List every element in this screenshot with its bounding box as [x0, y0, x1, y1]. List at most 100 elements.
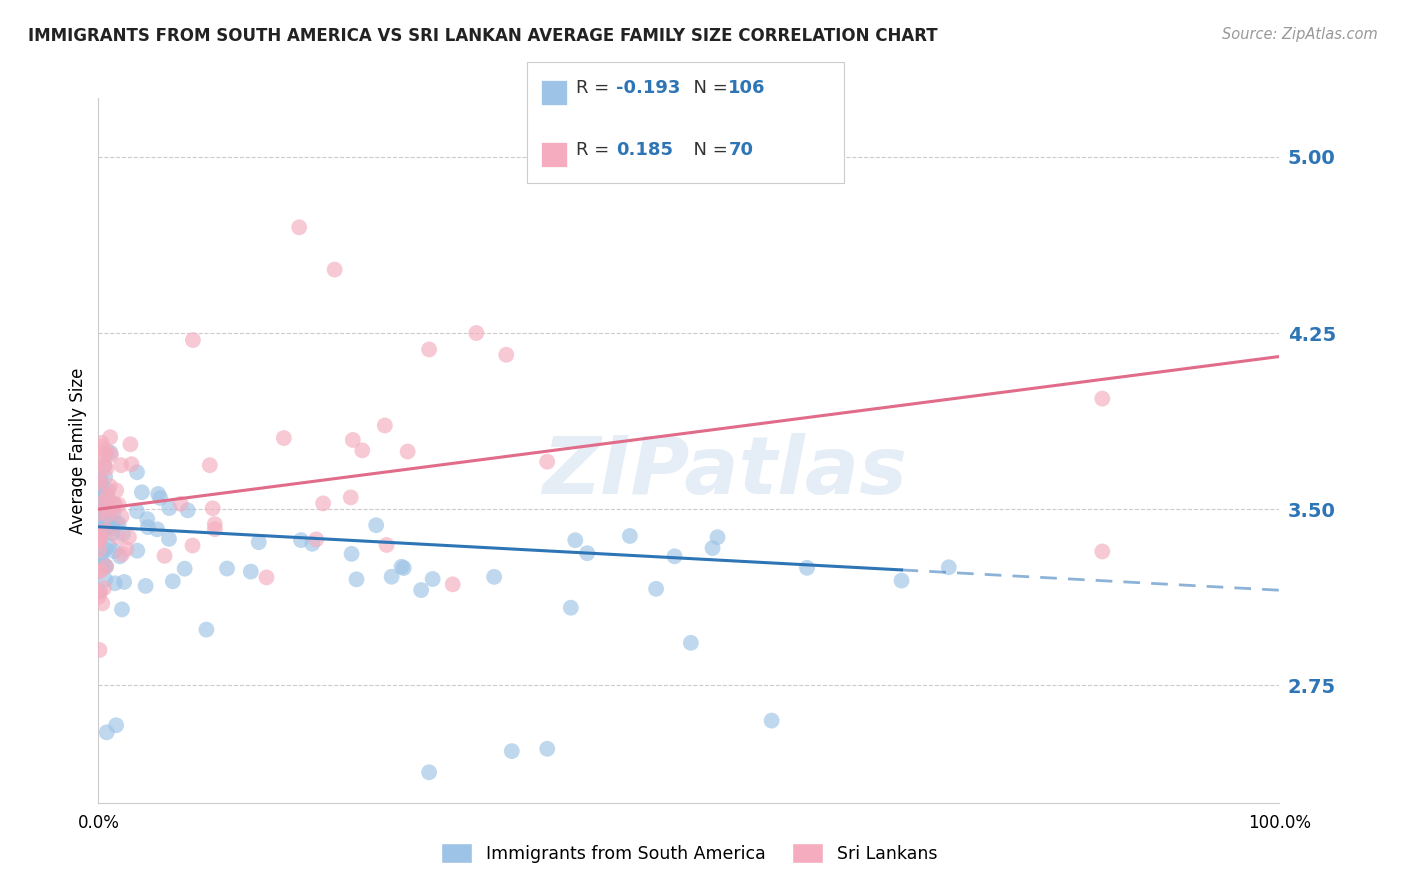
Point [157, 501, 180, 516]
Point [890, 574, 912, 588]
Point [391, 559, 413, 574]
Point [96, 488, 118, 502]
Point [346, 572, 368, 586]
Point [89, 542, 111, 557]
Point [149, 491, 172, 505]
Point [761, 714, 783, 728]
Point [93, 581, 115, 595]
Point [111, 547, 134, 561]
Point [146, 522, 169, 536]
Point [96, 501, 118, 516]
Point [352, 443, 374, 458]
Point [664, 549, 686, 564]
Point [1091, 544, 1114, 558]
Point [98, 430, 121, 444]
Point [89, 533, 111, 548]
Y-axis label: Average Family Size: Average Family Size [69, 368, 87, 533]
Point [112, 526, 135, 541]
Point [105, 718, 128, 732]
Point [87, 518, 110, 533]
Point [107, 498, 129, 512]
Point [96, 492, 118, 507]
Point [87, 512, 110, 526]
Text: 106: 106 [728, 79, 766, 97]
Point [87, 477, 110, 491]
Point [392, 561, 415, 575]
Point [127, 543, 149, 558]
Point [706, 530, 728, 544]
Point [381, 570, 404, 584]
Point [90, 546, 112, 560]
Point [87, 590, 110, 604]
Point [441, 577, 464, 591]
Point [94, 498, 117, 512]
Point [107, 516, 129, 531]
Point [104, 576, 127, 591]
Point [411, 583, 433, 598]
Point [796, 561, 818, 575]
Point [136, 512, 159, 526]
Point [89, 585, 111, 599]
Point [87, 475, 110, 490]
Text: -0.193: -0.193 [616, 79, 681, 97]
Text: ZIPatlas: ZIPatlas [541, 433, 907, 510]
Point [103, 515, 125, 529]
Point [125, 504, 148, 518]
Point [94, 558, 117, 573]
Point [97, 539, 120, 553]
Point [339, 491, 361, 505]
Point [90, 476, 112, 491]
Point [89, 440, 111, 454]
Point [201, 501, 224, 516]
Point [290, 533, 312, 548]
Point [87, 472, 110, 486]
Point [111, 602, 134, 616]
Point [136, 520, 159, 534]
Point [89, 533, 111, 547]
Point [91, 524, 114, 539]
Point [198, 458, 221, 473]
Point [87, 499, 110, 513]
Point [94, 573, 117, 587]
Point [87, 508, 110, 523]
Point [342, 433, 364, 447]
Point [108, 549, 131, 564]
Point [94, 559, 117, 574]
Point [87, 530, 110, 544]
Point [323, 262, 346, 277]
Point [90, 516, 112, 530]
Point [94, 448, 117, 462]
Point [105, 483, 128, 498]
Point [374, 418, 396, 433]
Point [366, 518, 388, 533]
Point [247, 535, 270, 549]
Point [91, 596, 114, 610]
Point [239, 565, 262, 579]
Point [169, 497, 191, 511]
Point [195, 623, 218, 637]
Point [204, 522, 226, 536]
Point [89, 643, 111, 657]
Point [110, 509, 132, 524]
Text: 0.185: 0.185 [616, 141, 673, 159]
Point [645, 582, 668, 596]
Point [418, 343, 440, 357]
Point [256, 570, 278, 584]
Point [89, 473, 111, 487]
Point [87, 481, 110, 495]
Point [157, 532, 180, 546]
Point [619, 529, 641, 543]
Point [93, 491, 115, 505]
Point [146, 487, 169, 501]
Point [215, 561, 238, 575]
Point [97, 508, 120, 522]
Text: R =: R = [576, 79, 616, 97]
Point [87, 524, 110, 538]
Point [396, 444, 419, 458]
Point [938, 560, 960, 574]
Point [560, 600, 582, 615]
Point [87, 526, 110, 541]
Point [576, 546, 599, 560]
Point [89, 564, 111, 578]
Point [100, 503, 122, 517]
